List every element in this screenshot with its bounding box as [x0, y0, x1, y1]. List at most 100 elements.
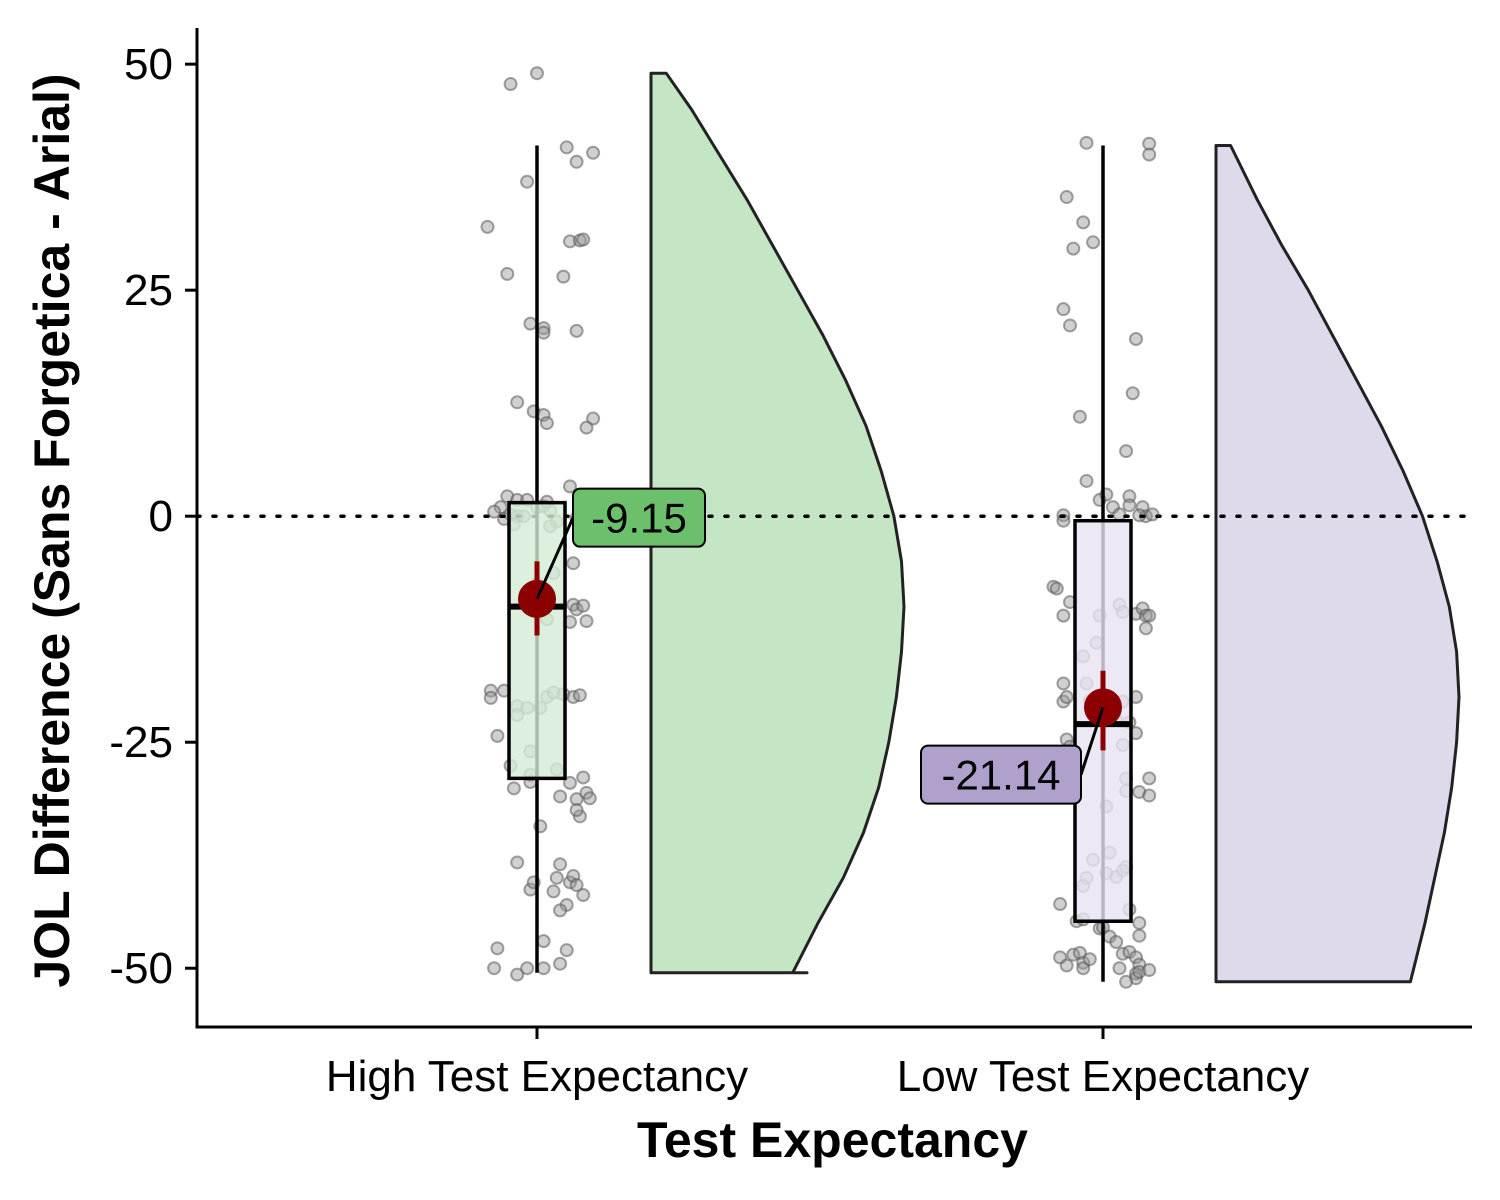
data-point — [536, 934, 551, 949]
data-point — [487, 504, 502, 519]
data-point — [553, 789, 568, 804]
data-point — [1145, 507, 1160, 522]
y-tick-label: 0 — [149, 492, 173, 541]
data-point — [1142, 788, 1157, 803]
mean-label-text: -9.15 — [591, 495, 687, 542]
y-axis-title: JOL Difference (Sans Forgetica - Arial) — [24, 73, 80, 987]
y-tick-label: 50 — [124, 40, 173, 89]
data-point — [569, 323, 584, 338]
data-point — [1142, 608, 1157, 623]
data-point — [1079, 135, 1094, 150]
box — [507, 500, 567, 781]
data-point — [520, 961, 535, 976]
data-point — [576, 888, 591, 903]
data-point — [556, 269, 571, 284]
data-point — [1059, 690, 1074, 705]
data-point — [483, 690, 498, 705]
x-axis-title: Test Expectancy — [637, 1112, 1028, 1168]
data-point — [559, 943, 574, 958]
density-cloud — [1214, 144, 1461, 984]
data-point — [536, 325, 551, 340]
data-point — [1122, 498, 1137, 513]
data-point — [510, 395, 525, 410]
data-point — [569, 602, 584, 617]
data-point — [1059, 190, 1074, 205]
y-tick-label: -25 — [109, 718, 173, 767]
data-point — [1056, 676, 1071, 691]
data-point — [1056, 302, 1071, 317]
data-point — [1063, 318, 1077, 333]
data-point — [1056, 608, 1071, 623]
mean-label-box — [572, 487, 706, 548]
data-point — [579, 420, 594, 435]
mean-label-connector — [535, 517, 575, 600]
data-point — [500, 266, 515, 281]
axes-layer: 50 25 0 -25 -50 High Test Expectancy Low Test … — [109, 28, 1472, 1101]
data-point — [553, 956, 568, 971]
data-point — [1119, 974, 1134, 989]
data-point — [553, 903, 568, 918]
mean-label-box — [920, 744, 1082, 805]
data-point — [510, 967, 525, 982]
data-point — [1076, 961, 1091, 976]
density-cloud — [649, 71, 906, 975]
data-point — [569, 154, 584, 169]
data-point — [480, 219, 495, 234]
data-point — [576, 598, 591, 613]
data-point — [536, 961, 551, 976]
data-point — [530, 66, 544, 81]
x-tick-label: High Test Expectancy — [326, 1052, 748, 1101]
data-point — [490, 941, 505, 956]
data-point — [576, 232, 591, 247]
data-point — [549, 870, 564, 885]
data-point — [1142, 963, 1157, 978]
data-point — [520, 174, 535, 189]
density-layer — [649, 71, 1461, 984]
data-point — [1076, 215, 1091, 230]
data-point — [487, 961, 502, 976]
data-point — [1132, 916, 1147, 931]
data-point — [559, 140, 574, 155]
data-point — [586, 411, 601, 426]
data-point — [582, 791, 597, 806]
data-point — [1142, 771, 1157, 786]
data-point — [1119, 444, 1134, 459]
data-point — [563, 234, 577, 249]
mean-label-text: -21.14 — [941, 752, 1060, 799]
data-point — [510, 855, 525, 870]
data-point — [1112, 507, 1127, 522]
data-point — [1049, 581, 1064, 596]
data-point — [1129, 950, 1143, 965]
data-point — [566, 556, 581, 571]
data-point — [563, 775, 577, 790]
data-point — [1086, 235, 1101, 250]
data-point — [1072, 409, 1087, 424]
data-point — [1109, 935, 1124, 950]
data-point — [539, 416, 554, 431]
data-point — [1132, 928, 1147, 943]
data-point — [569, 792, 584, 807]
data-point — [490, 728, 505, 743]
data-point — [523, 316, 538, 331]
data-point — [546, 884, 561, 899]
data-point — [1129, 332, 1143, 347]
data-point — [563, 479, 577, 494]
mean-label-connector — [1079, 706, 1105, 776]
data-point — [579, 614, 594, 629]
data-point — [1082, 952, 1097, 967]
data-point — [569, 803, 584, 818]
data-point — [1125, 386, 1140, 401]
x-tick-label: Low Test Expectancy — [897, 1052, 1310, 1101]
data-point — [576, 770, 591, 785]
y-tick-label: 25 — [124, 266, 173, 315]
data-point — [1138, 621, 1153, 636]
data-point — [553, 857, 568, 872]
data-point — [1112, 961, 1127, 976]
y-tick-label: -50 — [109, 944, 173, 993]
data-point — [503, 77, 518, 92]
data-point — [1132, 964, 1147, 979]
data-point — [1059, 958, 1074, 973]
data-point — [1142, 147, 1157, 162]
data-point — [506, 781, 521, 796]
